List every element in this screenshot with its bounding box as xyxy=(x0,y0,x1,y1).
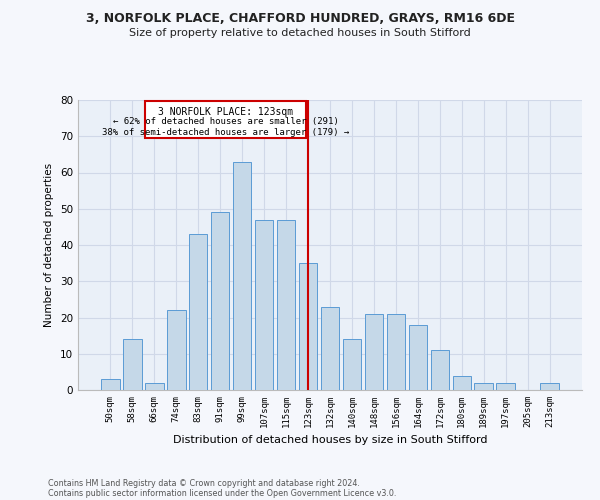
Text: Contains HM Land Registry data © Crown copyright and database right 2024.: Contains HM Land Registry data © Crown c… xyxy=(48,478,360,488)
Text: ← 62% of detached houses are smaller (291): ← 62% of detached houses are smaller (29… xyxy=(113,118,338,126)
Bar xyxy=(431,350,449,390)
Bar xyxy=(277,220,295,390)
Bar xyxy=(145,383,164,390)
Bar xyxy=(452,376,471,390)
Bar xyxy=(386,314,405,390)
Text: Contains public sector information licensed under the Open Government Licence v3: Contains public sector information licen… xyxy=(48,488,397,498)
Text: 3, NORFOLK PLACE, CHAFFORD HUNDRED, GRAYS, RM16 6DE: 3, NORFOLK PLACE, CHAFFORD HUNDRED, GRAY… xyxy=(86,12,515,26)
Bar xyxy=(123,339,142,390)
Bar xyxy=(496,383,515,390)
Text: 38% of semi-detached houses are larger (179) →: 38% of semi-detached houses are larger (… xyxy=(102,128,349,138)
Text: 3 NORFOLK PLACE: 123sqm: 3 NORFOLK PLACE: 123sqm xyxy=(158,106,293,117)
Bar xyxy=(233,162,251,390)
Bar xyxy=(409,325,427,390)
Bar xyxy=(167,310,185,390)
Bar xyxy=(541,383,559,390)
Bar xyxy=(211,212,229,390)
Bar xyxy=(475,383,493,390)
Bar xyxy=(101,379,119,390)
Bar xyxy=(320,306,340,390)
Bar xyxy=(343,339,361,390)
Bar xyxy=(299,263,317,390)
Text: Size of property relative to detached houses in South Stifford: Size of property relative to detached ho… xyxy=(129,28,471,38)
FancyBboxPatch shape xyxy=(145,100,306,138)
Bar xyxy=(365,314,383,390)
X-axis label: Distribution of detached houses by size in South Stifford: Distribution of detached houses by size … xyxy=(173,436,487,446)
Bar xyxy=(255,220,274,390)
Y-axis label: Number of detached properties: Number of detached properties xyxy=(44,163,55,327)
Bar xyxy=(189,234,208,390)
